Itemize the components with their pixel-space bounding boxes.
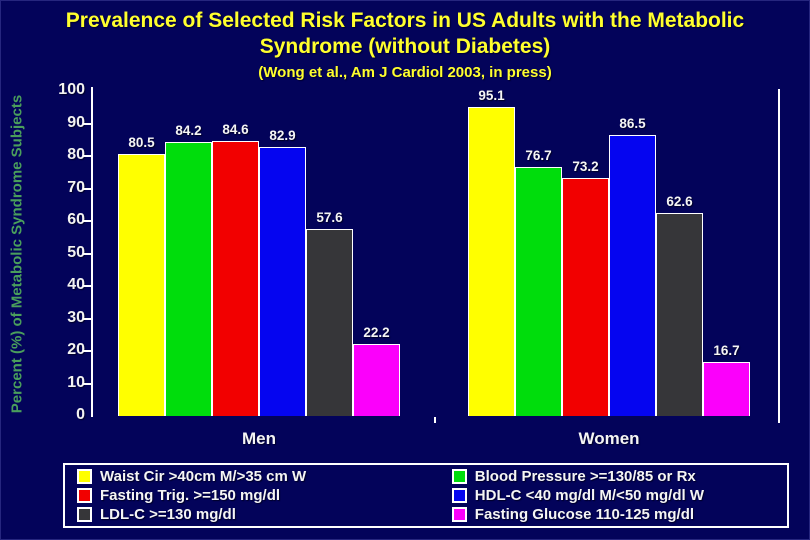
bar <box>212 141 259 416</box>
bar <box>165 142 212 416</box>
bar <box>259 147 306 416</box>
bar <box>703 362 750 416</box>
legend-entry: Waist Cir >40cm M/>35 cm W <box>77 467 440 486</box>
category-label: Men <box>242 429 276 448</box>
y-tick-label: 10 <box>67 373 85 391</box>
legend-swatch <box>77 507 92 522</box>
bar-value-label: 82.9 <box>269 128 296 143</box>
y-tick-mark <box>83 187 91 190</box>
bar <box>515 167 562 416</box>
y-tick-mark <box>83 317 91 320</box>
legend-swatch <box>451 469 467 484</box>
y-tick-label: 50 <box>67 243 85 261</box>
bar-value-label: 22.2 <box>363 325 390 340</box>
bar-value-label: 76.7 <box>525 148 552 163</box>
y-tick-label: 90 <box>67 113 85 131</box>
y-axis-line <box>91 87 93 417</box>
bar <box>306 229 353 416</box>
y-tick-mark <box>83 155 91 157</box>
legend-label: Fasting Trig. >=150 mg/dl <box>100 487 281 504</box>
y-tick-label: 80 <box>67 146 85 163</box>
y-tick-mark <box>83 382 91 385</box>
bar-value-label: 80.5 <box>128 135 155 150</box>
y-tick-mark <box>83 220 91 222</box>
y-tick-label: 60 <box>67 211 85 228</box>
legend-entry: Fasting Glucose 110-125 mg/dl <box>451 505 787 524</box>
legend-label: Fasting Glucose 110-125 mg/dl <box>474 506 695 523</box>
legend-label: HDL-C <40 mg/dl M/<50 mg/dl W <box>474 487 704 504</box>
legend-entry: Fasting Trig. >=150 mg/dl <box>77 486 440 505</box>
y-tick-mark <box>83 350 91 352</box>
legend-swatch <box>77 469 92 484</box>
bar <box>353 344 400 416</box>
legend-column-1: Waist Cir >40cm M/>35 cm W Fasting Trig. … <box>65 465 440 526</box>
y-tick-label: 70 <box>67 178 85 196</box>
slide-header: Prevalence of Selected Risk Factors in U… <box>1 1 809 81</box>
bar <box>118 154 165 416</box>
category-label: Women <box>578 429 640 448</box>
chart-title: Prevalence of Selected Risk Factors in U… <box>65 9 745 59</box>
legend-swatch <box>77 488 92 503</box>
bar-value-label: 73.2 <box>572 159 599 174</box>
legend-entry: HDL-C <40 mg/dl M/<50 mg/dl W <box>451 486 787 505</box>
legend-entry: Blood Pressure >=130/85 or Rx <box>451 467 787 486</box>
y-tick-label: 30 <box>67 308 85 326</box>
bar <box>609 135 656 416</box>
plot-right-boundary-line <box>778 89 780 417</box>
bar-value-label: 86.5 <box>619 116 646 131</box>
y-tick-label: 0 <box>76 406 85 423</box>
bar <box>562 178 609 416</box>
legend-label: LDL-C >=130 mg/dl <box>100 506 236 523</box>
legend-swatch <box>451 488 467 503</box>
y-tick-label: 100 <box>58 81 85 98</box>
y-tick-mark <box>83 122 91 125</box>
bar-value-label: 84.2 <box>175 123 202 138</box>
bar-value-label: 16.7 <box>713 343 740 358</box>
chart-subtitle: (Wong et al., Am J Cardiol 2003, in pres… <box>258 63 552 81</box>
y-tick-mark <box>83 285 91 287</box>
bar <box>656 213 703 416</box>
x-axis-boundary-tick <box>434 417 436 423</box>
chart-legend: Waist Cir >40cm M/>35 cm W Fasting Trig. … <box>63 463 789 528</box>
legend-swatch <box>451 507 467 522</box>
legend-label: Blood Pressure >=130/85 or Rx <box>474 468 696 485</box>
bar-value-label: 84.6 <box>222 122 249 137</box>
legend-label: Waist Cir >40cm M/>35 cm W <box>100 468 307 485</box>
legend-column-2: Blood Pressure >=130/85 or Rx HDL-C <40 m… <box>440 465 787 526</box>
y-tick-label: 40 <box>67 276 85 293</box>
y-axis-label: Percent (%) of Metabolic Syndrome Subjec… <box>8 94 26 414</box>
legend-entry: LDL-C >=130 mg/dl <box>77 505 440 524</box>
x-axis-boundary-tick <box>778 417 780 423</box>
bar-value-label: 95.1 <box>478 88 505 103</box>
bar <box>468 107 515 416</box>
y-tick-mark <box>83 252 91 255</box>
bar-value-label: 62.6 <box>666 194 693 209</box>
y-tick-label: 20 <box>67 341 85 358</box>
bar-value-label: 57.6 <box>316 210 343 225</box>
